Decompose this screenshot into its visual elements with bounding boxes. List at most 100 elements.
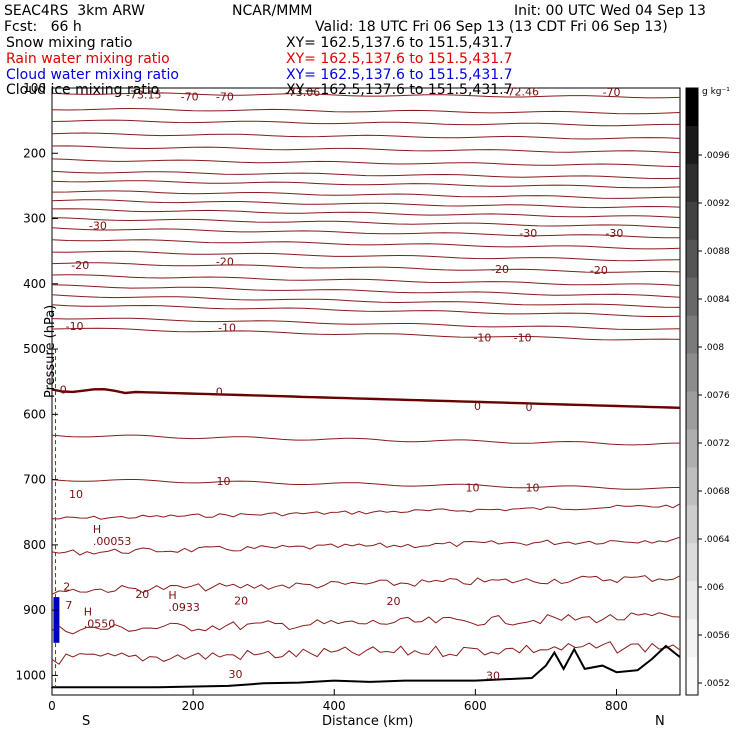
- isotherm-label: 10: [526, 481, 540, 494]
- high-marker-letter: H: [93, 523, 101, 536]
- y-tick-label: 500: [23, 342, 46, 356]
- isotherm-label: 10: [216, 475, 230, 488]
- isotherm-line: [51, 317, 681, 331]
- colorbar-label: .0056: [704, 631, 730, 641]
- freezing-level-line: [51, 387, 681, 409]
- isotherm-label: -20: [216, 256, 234, 269]
- isotherm-line: [51, 262, 681, 273]
- x-tick-label: 400: [323, 699, 346, 713]
- x-tick-label: 200: [182, 699, 205, 713]
- field-name-snow: Snow mixing ratio: [6, 35, 133, 51]
- field-name-cloud-water: Cloud water mixing ratio: [6, 67, 179, 83]
- field-name-cloud-ice: Cloud ice mixing ratio: [6, 82, 159, 98]
- isotherm-line: [51, 503, 681, 520]
- high-marker: H.0933: [168, 589, 200, 614]
- isotherm-line: [51, 217, 681, 229]
- isotherm-label: -10: [473, 331, 491, 344]
- terrain-line: [51, 644, 681, 689]
- isotherm-label: 0: [216, 386, 223, 399]
- colorbar-label: .0072: [704, 439, 730, 449]
- terrain-profile: [51, 349, 681, 689]
- colorbar-label: .0068: [704, 487, 730, 497]
- init-time: Init: 00 UTC Wed 04 Sep 13: [514, 3, 706, 19]
- isotherm-line: [51, 227, 680, 239]
- center-name: NCAR/MMM: [232, 3, 313, 19]
- isotherm-line: [51, 107, 681, 115]
- colorbar-swatch: [686, 429, 698, 468]
- isotherm-line: [51, 612, 681, 635]
- isotherm-line: [51, 294, 681, 308]
- y-tick-label: 300: [23, 212, 46, 226]
- isotherm-line: [51, 274, 681, 286]
- colorbar-label: .0084: [704, 295, 730, 305]
- isotherm-label: 0: [474, 400, 481, 413]
- isotherm-label: 10: [466, 481, 480, 494]
- valid-time: Valid: 18 UTC Fri 06 Sep 13 (13 CDT Fri …: [315, 19, 668, 35]
- high-marker-value: .0550: [84, 617, 116, 630]
- isotherm-label: -20: [491, 263, 509, 276]
- colorbar-swatch: [686, 125, 698, 165]
- colorbar-label: .008: [704, 343, 724, 353]
- colorbar-label: .0076: [704, 391, 730, 401]
- high-marker-value: .00053: [93, 535, 132, 548]
- colorbar-unit: g kg⁻¹: [702, 87, 730, 97]
- colorbar-swatch: [686, 353, 698, 392]
- isotherm-line: [51, 119, 680, 127]
- field-name-rain: Rain water mixing ratio: [6, 51, 170, 67]
- colorbar-swatch: [686, 239, 698, 279]
- isotherm-line: [51, 190, 681, 199]
- high-marker: H.00053: [93, 523, 132, 548]
- y-tick-label: 800: [23, 538, 46, 552]
- field-xy-rain: XY= 162.5,137.6 to 151.5,431.7: [286, 51, 513, 67]
- colorbar-swatch: [686, 581, 698, 620]
- high-marker-letter: H: [168, 589, 176, 602]
- high-marker-letter: H: [84, 605, 92, 618]
- colorbar-swatch: [686, 277, 698, 317]
- colorbar-label: .0052: [704, 679, 730, 689]
- isotherm-line: [51, 304, 681, 317]
- colorbar-swatch: [686, 391, 698, 430]
- isotherm-line: [51, 479, 680, 490]
- isotherm-line: [51, 170, 681, 180]
- isotherm-label: 20: [387, 595, 401, 608]
- isotherm-line: [51, 434, 680, 446]
- endpoint-south: S: [82, 714, 90, 729]
- colorbar-swatch: [686, 201, 698, 241]
- isotherm-label: -70: [181, 90, 199, 103]
- x-tick-label: 600: [464, 699, 487, 713]
- isotherm-label: 10: [69, 488, 83, 501]
- high-marker-value: .0933: [168, 601, 200, 614]
- isotherm-label: 0: [525, 401, 532, 414]
- isotherm-label: -30: [519, 227, 537, 240]
- colorbar-swatch: [686, 163, 698, 203]
- colorbar-swatch: [686, 543, 698, 582]
- y-tick-label: 100: [23, 81, 46, 95]
- isotherm-line: [51, 199, 681, 209]
- field-xy-snow: XY= 162.5,137.6 to 151.5,431.7: [286, 35, 513, 51]
- isotherm-line: [51, 145, 681, 154]
- cloud-ice-label-row: Cloud ice mixing ratio XY= 162.5,137.6 to…: [6, 82, 513, 98]
- y-axis-label: Pressure (hPa): [43, 305, 58, 398]
- isotherm-label: -72.46: [504, 85, 539, 98]
- isotherm-label: 20: [135, 588, 149, 601]
- isotherm-label: -73.15: [126, 89, 161, 102]
- endpoint-north: N: [655, 714, 665, 729]
- y-tick-label: 1000: [15, 668, 46, 682]
- isotherm-label: -70: [603, 86, 621, 99]
- isotherm-label: 30: [228, 668, 242, 681]
- isotherm-label: -10: [514, 331, 532, 344]
- colorbar-swatch: [686, 619, 698, 658]
- y-tick-label: 400: [23, 277, 46, 291]
- colorbar-swatch: [686, 467, 698, 506]
- isotherm-labels: -73.15 -70 -70 -73.06 -72.46 -70 -30 -30 -30 -20 -…: [60, 85, 624, 682]
- y-tick-label: 200: [23, 146, 46, 160]
- y-tick-label: 900: [23, 603, 46, 617]
- axes: 0 200 400 600 800100200300400500600700800900…: [15, 81, 627, 713]
- temperature-isotherms: [51, 92, 681, 665]
- isotherm-label: -73.06: [285, 86, 320, 99]
- isotherm-label: 30: [486, 669, 500, 682]
- model-name: SEAC4RS 3km ARW: [4, 3, 145, 19]
- isotherm-line: [51, 575, 681, 595]
